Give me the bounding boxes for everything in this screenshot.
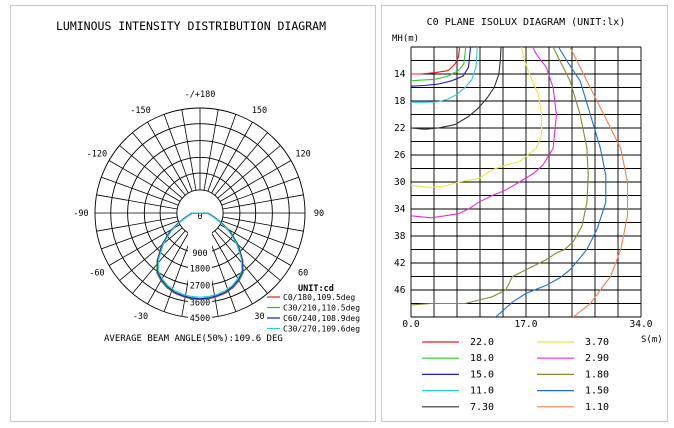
polar-radial-tick-label: 4500 — [190, 314, 210, 324]
polar-chart-title: LUMINOUS INTENSITY DISTRIBUTION DIAGRAM — [56, 19, 326, 33]
isolux-y-axis-label: MH(m) — [392, 34, 419, 44]
isolux-y-tick-label: 22 — [394, 123, 405, 134]
polar-legend-label: C30/210,110.5deg — [283, 304, 360, 313]
isolux-y-tick-label: 46 — [394, 285, 406, 296]
isolux-x-tick-label: 0.0 — [402, 319, 419, 330]
isolux-chart-title: C0 PLANE ISOLUX DIAGRAM (UNIT:lx) — [427, 17, 626, 28]
polar-radial-tick-label: 2700 — [190, 281, 210, 291]
isolux-y-tick-label: 30 — [394, 177, 406, 188]
isolux-legend-label: 1.50 — [585, 386, 609, 397]
polar-angle-label: 60 — [298, 269, 308, 279]
polar-unit-label: UNIT:cd — [298, 284, 334, 294]
polar-spoke — [217, 227, 281, 281]
isolux-legend-label: 7.30 — [470, 402, 494, 413]
polar-spoke — [219, 160, 292, 202]
isolux-legend-label: 2.90 — [585, 353, 609, 364]
isolux-series-curve — [411, 47, 557, 219]
polar-spoke — [222, 216, 304, 232]
polar-spoke — [119, 227, 183, 281]
isolux-legend-label: 11.0 — [470, 386, 494, 397]
polar-spoke — [222, 194, 304, 210]
polar-tick-label-backdrop — [188, 227, 212, 325]
polar-spoke — [96, 194, 178, 210]
isolux-y-tick-label: 26 — [394, 150, 406, 161]
polar-angle-label: 30 — [254, 312, 264, 322]
isolux-series-curve — [411, 47, 543, 188]
polar-spoke — [207, 234, 237, 312]
isolux-x-axis-label: S(m) — [641, 335, 663, 345]
polar-spoke — [211, 121, 253, 194]
polar-legend-label: C30/270,109.6deg — [283, 325, 360, 334]
polar-series-curve — [157, 212, 243, 298]
polar-spoke — [181, 109, 197, 191]
isolux-legend-label: 3.70 — [585, 337, 609, 348]
polar-spoke — [119, 145, 183, 199]
polar-spoke — [108, 224, 181, 266]
polar-radial-tick-label: 1800 — [190, 265, 210, 275]
right-panel-frame — [381, 5, 668, 422]
polar-angle-label: 150 — [252, 106, 267, 116]
isolux-series-curve — [569, 47, 629, 317]
isolux-series-curve — [494, 47, 607, 317]
isolux-curves — [411, 47, 629, 317]
isolux-x-tick-label: 17.0 — [515, 319, 538, 330]
average-beam-angle: AVERAGE BEAM ANGLE(50%):109.6 DEG — [104, 334, 283, 344]
polar-spoke — [108, 160, 181, 202]
isolux-legend-label: 1.80 — [585, 369, 609, 380]
isolux-y-tick-label: 34 — [394, 204, 406, 215]
polar-radial-tick-label: 3600 — [190, 298, 210, 308]
polar-spoke — [217, 145, 281, 199]
polar-spoke — [101, 176, 179, 206]
isolux-legend-label: 22.0 — [470, 337, 494, 348]
polar-angle-label: 0 — [197, 212, 202, 222]
polar-angle-label: -30 — [133, 312, 148, 322]
isolux-legend-label: 1.10 — [585, 402, 609, 413]
polar-spoke — [214, 132, 268, 196]
isolux-legend-label: 15.0 — [470, 369, 494, 380]
polar-spoke — [147, 121, 189, 194]
isolux-y-tick-label: 18 — [394, 96, 406, 107]
polar-angle-label: -120 — [87, 150, 107, 160]
isolux-x-tick-label: 34.0 — [630, 319, 653, 330]
polar-radial-tick-label: 900 — [192, 249, 207, 259]
polar-spoke — [101, 220, 179, 250]
polar-angle-label: -150 — [130, 106, 150, 116]
polar-spoke — [96, 216, 178, 232]
isolux-chart: 14 18 22 26 30 34 38 42 46 0.0 17.0 34.0 22.0 18.0 15.… — [394, 46, 653, 413]
polar-angle-label: -60 — [89, 269, 104, 279]
polar-spoke — [207, 114, 237, 192]
polar-spoke — [211, 232, 253, 305]
polar-spoke — [163, 114, 193, 192]
polar-spoke — [203, 109, 219, 191]
polar-legend-label: C60/240,108.9deg — [283, 314, 360, 323]
polar-angle-label: -90 — [73, 209, 88, 219]
polar-spoke — [221, 176, 299, 206]
polar-spoke — [147, 232, 189, 305]
polar-legend-label: C0/180,109.5deg — [283, 293, 355, 302]
polar-angle-label: -/+180 — [185, 90, 216, 100]
polar-angle-label: 90 — [314, 209, 324, 219]
isolux-y-tick-label: 42 — [394, 258, 405, 269]
polar-spoke — [163, 234, 193, 312]
polar-angle-label: 120 — [295, 150, 310, 160]
isolux-series-curve — [411, 47, 589, 306]
isolux-series-curve — [411, 47, 478, 103]
polar-spoke — [219, 224, 292, 266]
polar-spoke — [221, 220, 299, 250]
polar-spoke — [132, 132, 186, 196]
isolux-series-curve — [411, 47, 472, 87]
isolux-y-tick-label: 14 — [394, 69, 406, 80]
isolux-series-curve — [411, 47, 467, 82]
isolux-series-curve — [411, 47, 461, 75]
isolux-series-curve — [411, 47, 502, 130]
isolux-legend-label: 18.0 — [470, 353, 494, 364]
isolux-y-tick-label: 38 — [394, 231, 406, 242]
